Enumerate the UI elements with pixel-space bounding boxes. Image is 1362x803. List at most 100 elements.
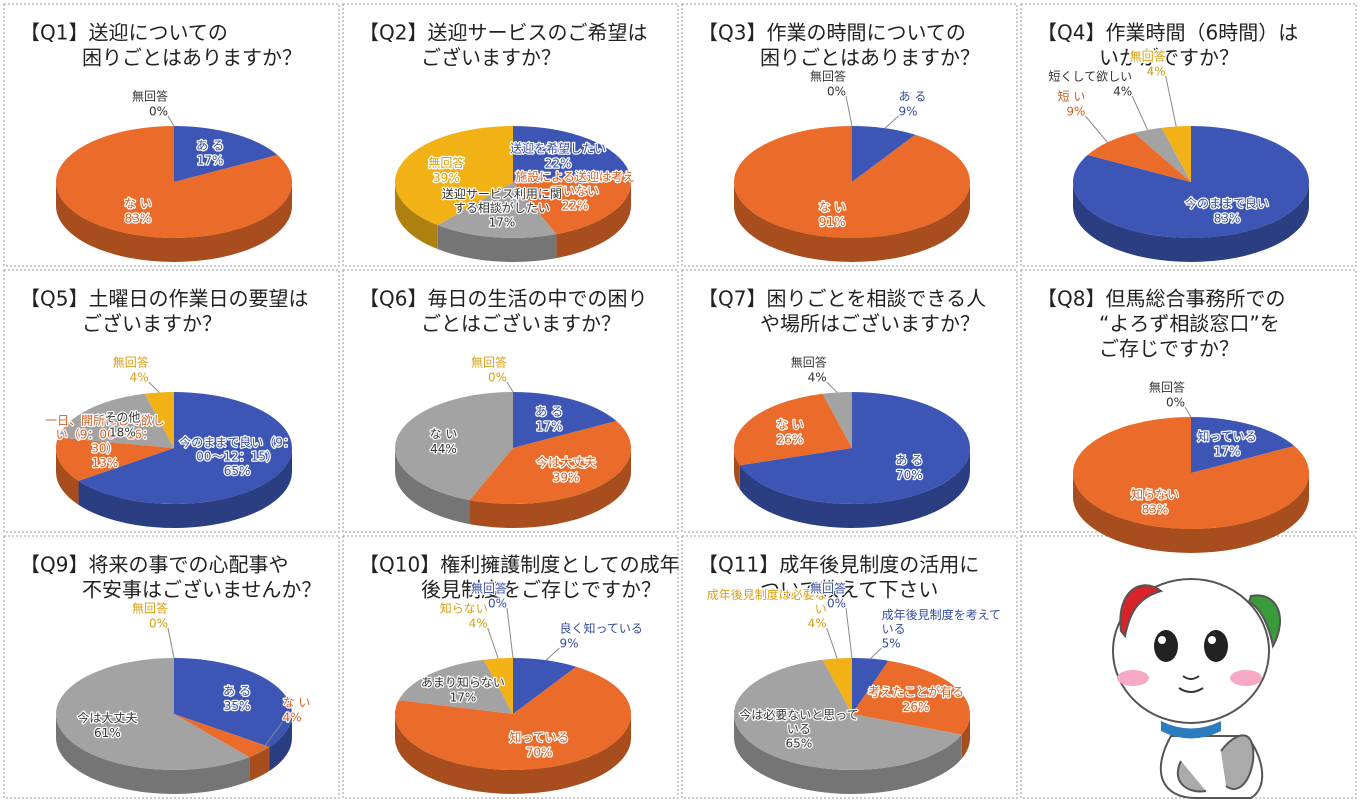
- chart-title: 【Q3】作業の時間についての: [698, 21, 966, 45]
- leader-line: [168, 116, 174, 126]
- chart-title: 【Q10】権利擁護制度としての成年: [359, 553, 680, 577]
- slice-label: な い: [124, 196, 152, 210]
- pie-slice: [734, 126, 970, 238]
- chart: 【Q11】成年後見制度の活用について教えて下さい成年後見制度を考えている5%考え…: [698, 553, 1001, 795]
- slice-value-label: 4%: [283, 710, 302, 724]
- slice-label: な い: [776, 417, 804, 431]
- slice-value-label: 65%: [224, 464, 251, 478]
- chart-title: 【Q7】困りごとを相談できる人: [698, 287, 986, 311]
- slice-value-label: 39%: [433, 171, 460, 185]
- slice-value-label: 0%: [1166, 396, 1185, 410]
- leader-line: [1132, 96, 1147, 130]
- slice-label: 無回答: [810, 581, 846, 596]
- slice-value-label: 61%: [94, 726, 121, 740]
- chart-title: 後見制度をご存じですか？: [421, 578, 661, 602]
- chart: 【Q9】将来の事での心配事や不安事はございませんか？ あ る35% な い4% 今は大…: [20, 553, 321, 795]
- chart-title: ございますか？: [82, 312, 222, 336]
- chart-title: 【Q6】毎日の生活の中での困り: [359, 287, 647, 311]
- slice-label: 短 い: [1058, 90, 1086, 104]
- slice-label: な い: [818, 200, 846, 214]
- chart: 【Q10】権利擁護制度としての成年後見制度をご存じですか？ 良く知っている9% 知っ…: [359, 553, 680, 794]
- leader-line: [846, 96, 852, 126]
- slice-value-label: 17%: [197, 154, 224, 168]
- chart-title: 【Q2】送迎サービスのご希望は: [359, 21, 647, 45]
- slice-value-label: 83%: [1214, 211, 1241, 225]
- slice-value-label: 35%: [224, 699, 251, 713]
- slice-value-label: 13%: [92, 456, 119, 470]
- slice-value-label: 0%: [149, 617, 168, 631]
- slice-label: あ る: [899, 90, 927, 104]
- slice-label: 無回答: [1130, 49, 1166, 64]
- chart-title: 【Q5】土曜日の作業日の要望は: [20, 287, 308, 311]
- leader-line: [488, 628, 499, 658]
- slice-label: 良く知っている: [560, 621, 643, 636]
- survey-sheet: 【Q1】送迎についての困りごとはありますか？あ る17%な い83%無回答0%【…: [0, 0, 1362, 803]
- slice-label: 無回答: [471, 581, 507, 596]
- slice-label: 無回答: [791, 355, 827, 370]
- mascot: [1113, 579, 1280, 798]
- slice-value-label: 17%: [1214, 445, 1241, 459]
- slice-value-label: 44%: [430, 442, 457, 456]
- slice-label: 無回答: [132, 89, 168, 104]
- chart-title: いかがですか？: [1099, 46, 1239, 70]
- leader-line: [507, 608, 513, 658]
- slice-label: 考えたことが有る: [868, 684, 964, 699]
- leader-line: [1085, 116, 1107, 142]
- slice-label: あ る: [535, 405, 563, 419]
- slice-label: 成年後見制度は必要ない: [707, 587, 827, 616]
- chart-title: “よろず相談窓口”を: [1099, 312, 1280, 336]
- chart-title: や場所はございますか？: [760, 312, 980, 336]
- slice-value-label: 26%: [777, 432, 804, 446]
- chart-title: ごとはございますか？: [421, 312, 621, 336]
- slice-value-label: 9%: [560, 637, 579, 651]
- slice-label: その他: [104, 410, 140, 424]
- slice-label: 知っている: [509, 731, 568, 745]
- leader-line: [1166, 76, 1177, 126]
- slice-label: 今のままで良い（9：00～12：15）: [179, 434, 295, 463]
- slice-label: 送迎を希望したい: [510, 141, 606, 156]
- slice-label: 知っている: [1197, 430, 1256, 444]
- slice-label: あ る: [223, 684, 251, 698]
- slice-value-label: 0%: [827, 85, 846, 99]
- leader-line: [507, 382, 513, 392]
- chart-title: 【Q4】作業時間（6時間）は: [1037, 21, 1298, 45]
- slice-label: な い: [283, 695, 311, 709]
- slice-label: な い: [430, 427, 458, 441]
- slice-label: 無回答: [1149, 380, 1185, 395]
- chart-title: 【Q8】但馬総合事務所での: [1037, 287, 1285, 311]
- chart-title: 【Q9】将来の事での心配事や: [20, 553, 288, 577]
- leader-line: [168, 628, 174, 658]
- slice-label: 無回答: [810, 69, 846, 84]
- slice-value-label: 70%: [526, 746, 553, 760]
- slice-value-label: 83%: [125, 211, 152, 225]
- slice-value-label: 22%: [545, 157, 572, 171]
- leader-line: [870, 648, 881, 659]
- slice-label: 今は大丈夫: [77, 710, 137, 725]
- chart-title: 【Q1】送迎についての: [20, 21, 228, 45]
- chart: 【Q2】送迎サービスのご希望はございますか？送迎を希望したい22%施設による送迎…: [359, 21, 647, 262]
- slice-label: 今は大丈夫: [536, 455, 596, 470]
- slice-value-label: 4%: [1147, 65, 1166, 79]
- slice-label: 無回答: [428, 155, 464, 170]
- leader-line: [846, 608, 852, 658]
- chart-title: 困りごとはありますか？: [82, 46, 302, 70]
- slice-value-label: 0%: [827, 597, 846, 611]
- slice-value-label: 91%: [819, 215, 846, 229]
- slice-value-label: 22%: [562, 199, 589, 213]
- leader-line: [827, 382, 838, 392]
- chart-title: 不安事はございませんか？: [82, 578, 321, 602]
- chart-title: ございますか？: [421, 46, 561, 70]
- slice-value-label: 17%: [536, 420, 563, 434]
- slice-value-label: 9%: [1066, 105, 1085, 119]
- slice-value-label: 9%: [899, 105, 918, 119]
- slice-value-label: 17%: [450, 691, 477, 705]
- slice-value-label: 39%: [553, 471, 580, 485]
- slice-label: 短くして欲しい: [1049, 70, 1133, 84]
- slice-label: あまり知らない: [421, 676, 505, 690]
- leader-line: [885, 116, 899, 128]
- leader-line: [546, 648, 560, 660]
